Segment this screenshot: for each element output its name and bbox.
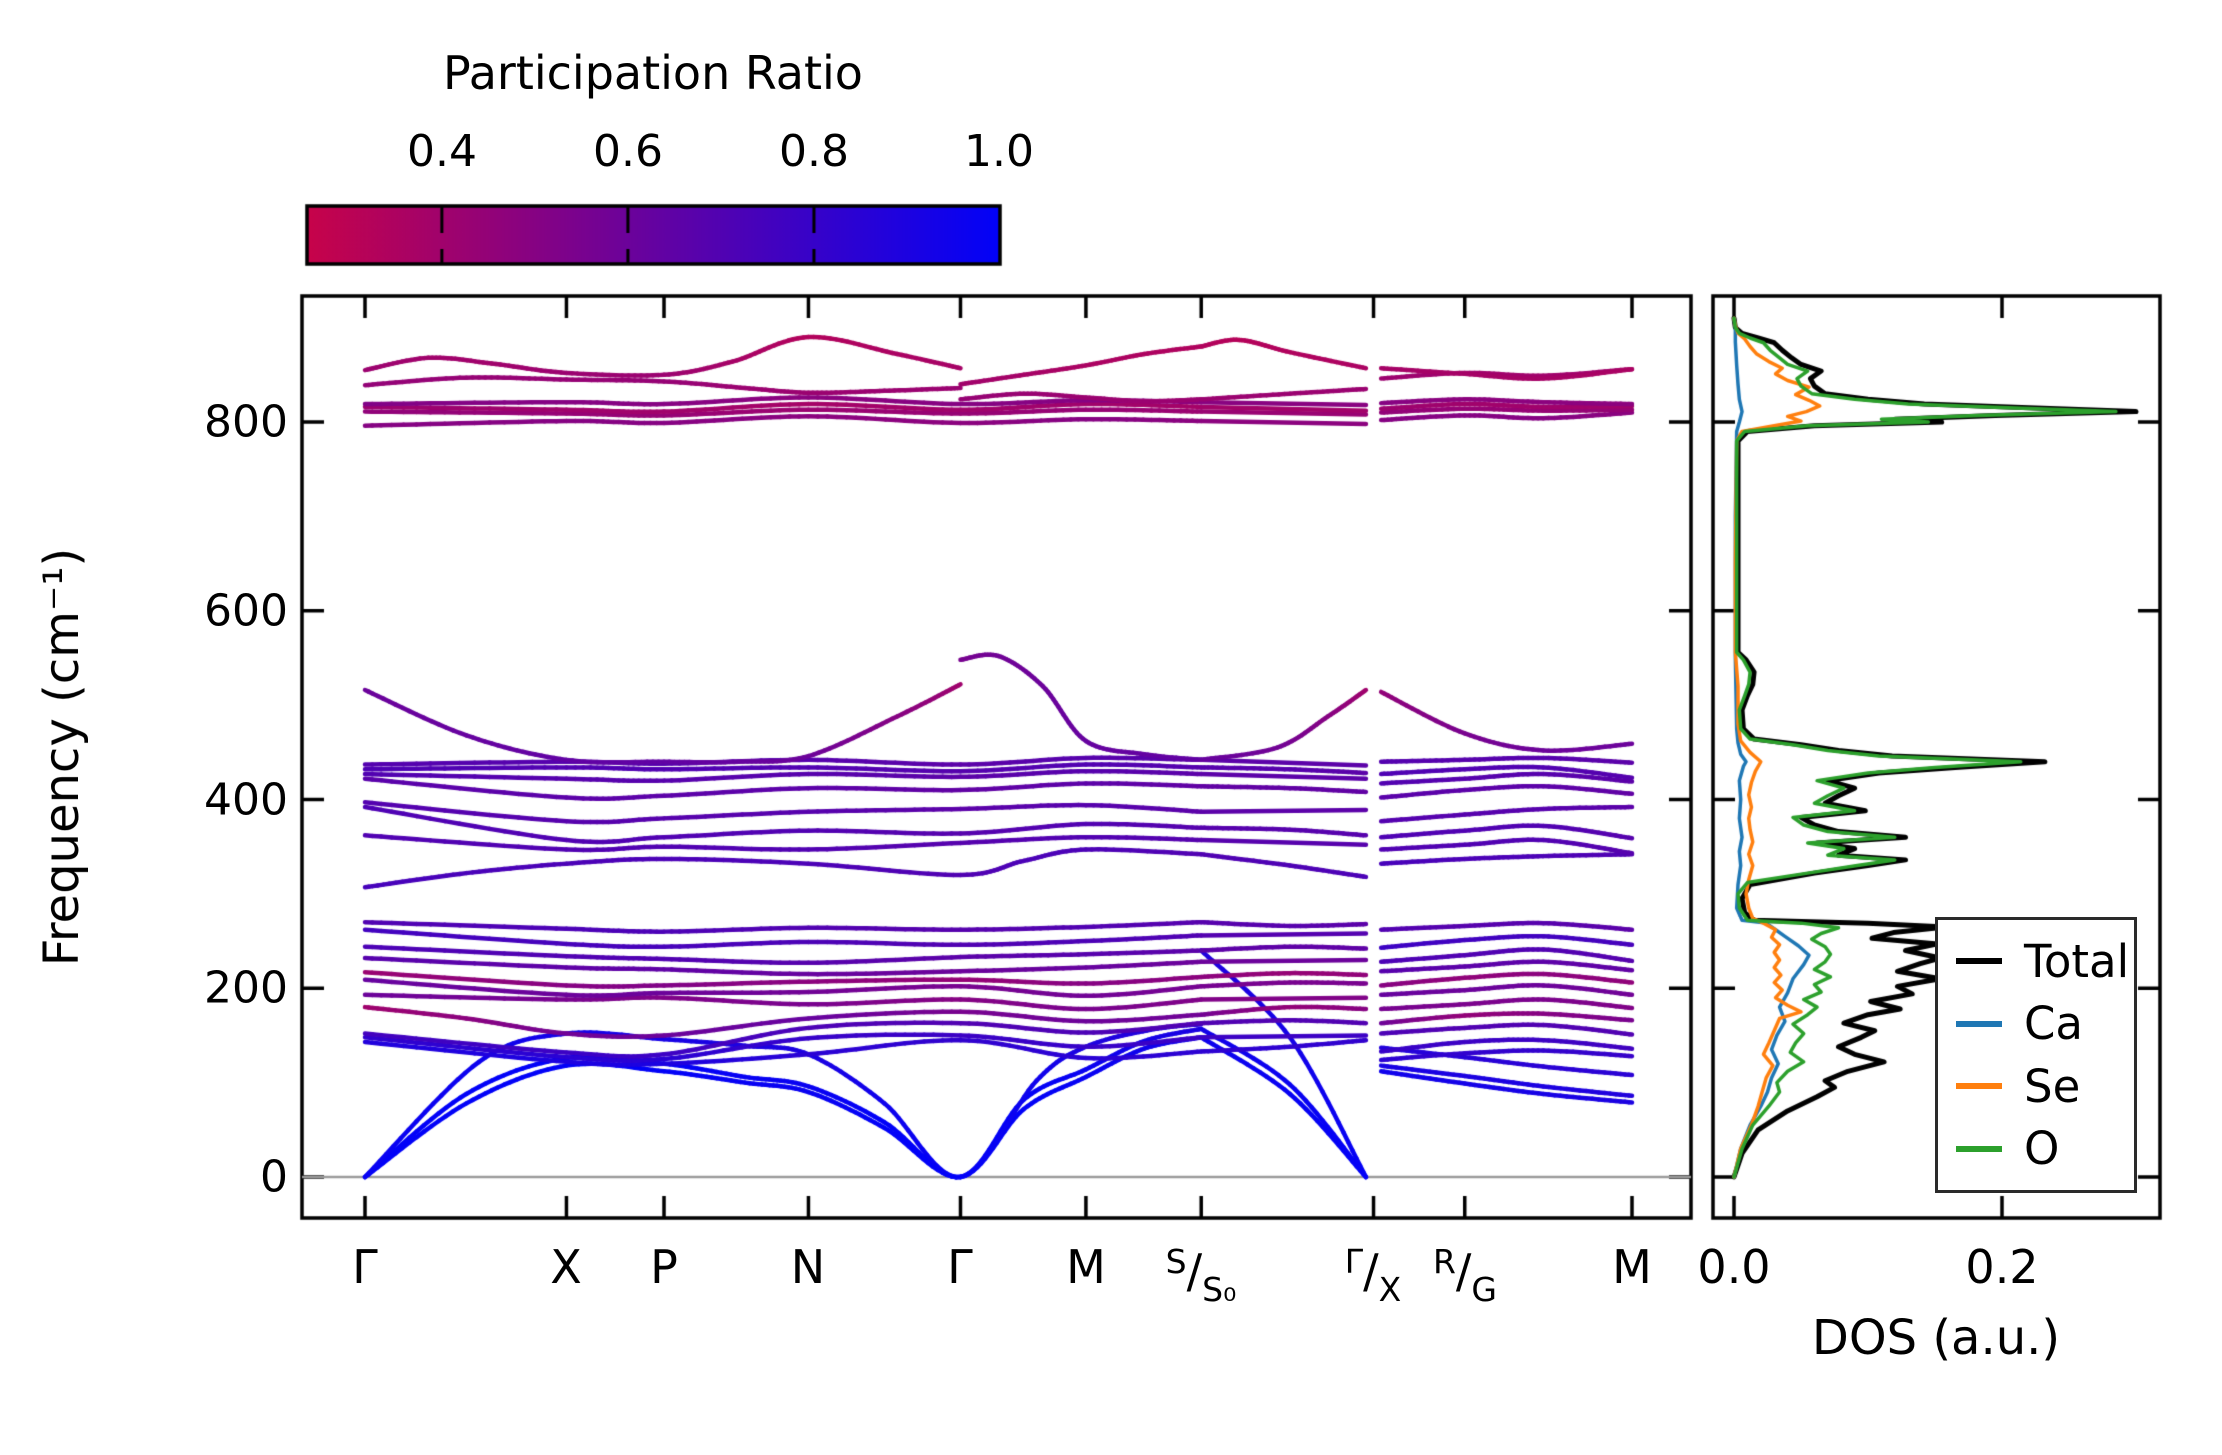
- k-label-r-g: R / G: [1432, 1242, 1497, 1309]
- legend-label-total: Total: [2024, 934, 2130, 988]
- dos-tick-0.0: 0.0: [1697, 1240, 1771, 1294]
- y-tick-600: 600: [204, 585, 288, 637]
- k-label-x: X: [550, 1240, 582, 1294]
- k-label-m-1: M: [1066, 1240, 1106, 1294]
- legend-item-ca: Ca: [1956, 1001, 2116, 1046]
- k-label-r-g-sup: R: [1432, 1242, 1456, 1281]
- colorbar-tick-0.4: 0.4: [407, 126, 477, 177]
- k-label-n: N: [790, 1240, 826, 1294]
- legend-item-o: O: [1956, 1126, 2116, 1171]
- dos-axis-label: DOS (a.u.): [1811, 1310, 2061, 1366]
- k-label-gamma-x-slash: /: [1363, 1244, 1379, 1298]
- dos-tick-0.2: 0.2: [1965, 1240, 2039, 1294]
- k-label-gamma-x-sub: X: [1378, 1270, 1402, 1309]
- legend-label-se: Se: [2024, 1059, 2081, 1113]
- k-label-s-s0-slash: /: [1186, 1244, 1203, 1298]
- colorbar-tick-1.0: 1.0: [964, 126, 1034, 177]
- y-axis-label: Frequency (cm⁻¹): [34, 547, 90, 967]
- legend-swatch-o: [1956, 1145, 2002, 1152]
- k-label-gamma-1: Γ: [352, 1240, 378, 1294]
- k-label-s-s0-sup: S: [1165, 1242, 1187, 1281]
- k-label-gamma-2: Γ: [947, 1240, 973, 1294]
- k-label-gamma-x-sup: Γ: [1344, 1242, 1364, 1281]
- k-label-r-g-slash: /: [1455, 1244, 1472, 1298]
- k-label-p: P: [650, 1240, 678, 1294]
- y-tick-400: 400: [204, 774, 288, 826]
- legend-label-ca: Ca: [2024, 997, 2083, 1051]
- y-tick-800: 800: [204, 396, 288, 448]
- legend-item-total: Total: [1956, 939, 2129, 984]
- legend-label-o: O: [2024, 1122, 2060, 1176]
- y-tick-0: 0: [260, 1151, 288, 1203]
- k-label-r-g-sub: G: [1471, 1270, 1498, 1309]
- legend-swatch-ca: [1956, 1020, 2002, 1027]
- legend-item-se: Se: [1956, 1064, 2116, 1109]
- y-tick-200: 200: [204, 962, 288, 1014]
- k-label-s-s0: S / S₀: [1165, 1242, 1237, 1309]
- colorbar-title: Participation Ratio: [443, 46, 863, 100]
- k-label-gamma-x: Γ / X: [1344, 1242, 1402, 1309]
- colorbar-tick-0.6: 0.6: [593, 126, 663, 177]
- dos-legend: Total Ca Se O: [1935, 917, 2137, 1193]
- legend-swatch-total: [1956, 958, 2002, 965]
- legend-swatch-se: [1956, 1083, 2002, 1090]
- colorbar-tick-0.8: 0.8: [779, 126, 849, 177]
- k-label-m-2: M: [1612, 1240, 1652, 1294]
- k-label-s-s0-sub: S₀: [1202, 1270, 1237, 1309]
